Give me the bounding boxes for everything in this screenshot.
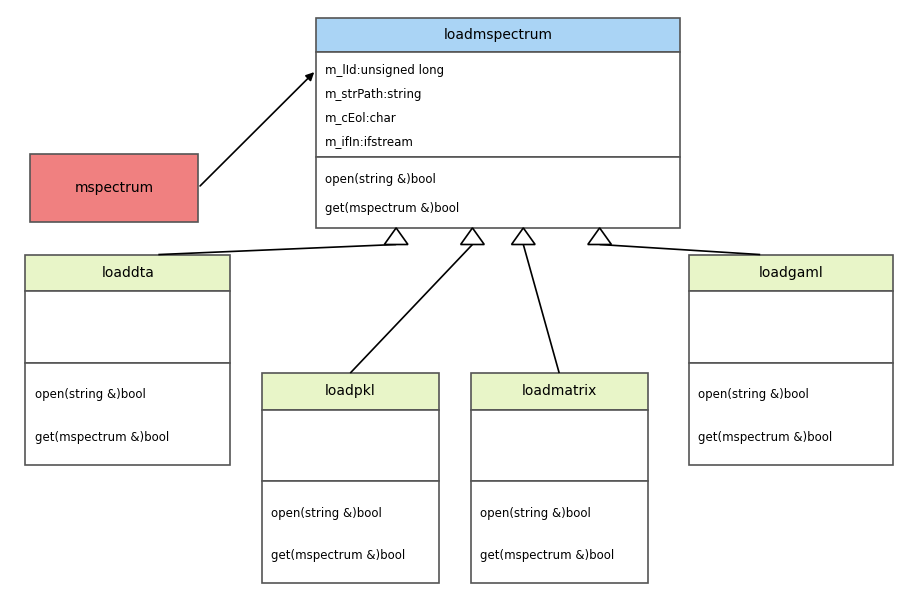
Polygon shape — [512, 228, 535, 245]
Bar — [471, 373, 648, 410]
Bar — [316, 52, 680, 157]
Bar — [316, 17, 680, 52]
Text: open(string &)bool: open(string &)bool — [325, 173, 436, 186]
Text: get(mspectrum &)bool: get(mspectrum &)bool — [35, 431, 169, 444]
Text: m_ifIn:ifstream: m_ifIn:ifstream — [325, 135, 414, 148]
Text: loadmspectrum: loadmspectrum — [443, 28, 552, 42]
Text: loadpkl: loadpkl — [324, 385, 376, 398]
Text: open(string &)bool: open(string &)bool — [35, 388, 145, 401]
Bar — [26, 363, 230, 465]
Text: m_lId:unsigned long: m_lId:unsigned long — [325, 64, 444, 77]
Bar — [471, 410, 648, 481]
Polygon shape — [588, 228, 611, 245]
Text: open(string &)bool: open(string &)bool — [697, 388, 809, 401]
Text: get(mspectrum &)bool: get(mspectrum &)bool — [325, 202, 460, 215]
Bar — [261, 481, 439, 584]
Text: get(mspectrum &)bool: get(mspectrum &)bool — [271, 549, 405, 562]
Text: m_strPath:string: m_strPath:string — [325, 88, 423, 100]
Polygon shape — [461, 228, 484, 245]
Bar — [688, 291, 893, 363]
Bar — [26, 255, 230, 291]
Text: open(string &)bool: open(string &)bool — [271, 507, 382, 520]
Bar — [261, 410, 439, 481]
Text: loadgaml: loadgaml — [759, 266, 824, 280]
Bar — [471, 481, 648, 584]
Text: loadmatrix: loadmatrix — [522, 385, 597, 398]
Polygon shape — [384, 228, 408, 245]
Bar — [26, 291, 230, 363]
Text: open(string &)bool: open(string &)bool — [480, 507, 590, 520]
Text: m_cEol:char: m_cEol:char — [325, 111, 397, 124]
Text: loaddta: loaddta — [101, 266, 154, 280]
Text: get(mspectrum &)bool: get(mspectrum &)bool — [697, 431, 832, 444]
Text: mspectrum: mspectrum — [75, 181, 154, 195]
Bar — [30, 154, 198, 222]
Bar — [688, 363, 893, 465]
Bar — [316, 157, 680, 228]
Bar — [688, 255, 893, 291]
Text: get(mspectrum &)bool: get(mspectrum &)bool — [480, 549, 614, 562]
Bar — [261, 373, 439, 410]
